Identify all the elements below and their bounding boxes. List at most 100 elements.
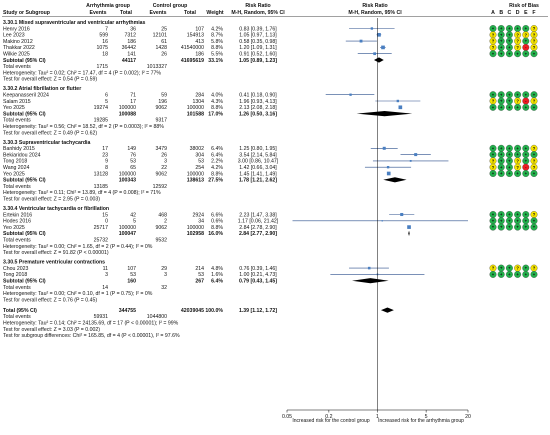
bias-symbol: ? (516, 32, 519, 37)
total-events-arrhythmia: 14 (102, 285, 108, 291)
bias-dot (497, 223, 505, 231)
events-control: 26 (161, 152, 167, 158)
events-arrhythmia: 0 (105, 219, 108, 225)
total-events-label: Total events (3, 118, 31, 124)
bias-dot (489, 170, 497, 177)
events-control: 1428 (155, 45, 167, 51)
ci-text: 1.20 [1.09, 1.31] (239, 45, 277, 51)
bias-symbol: + (508, 45, 511, 50)
total-arrhythmia: 100000 (119, 225, 136, 231)
bias-symbol: + (516, 105, 519, 110)
total-arrhythmia: 7312 (124, 33, 136, 39)
bias-symbol: ? (492, 159, 495, 164)
events-control: 3479 (155, 146, 167, 152)
weight: 8.8% (211, 105, 223, 111)
total-control: 2924 (192, 212, 204, 218)
bias-symbol: + (500, 146, 503, 151)
bias-dot (514, 50, 522, 58)
bias-symbol: ? (492, 99, 495, 104)
bias-symbol: + (500, 272, 503, 277)
heterogeneity-text: Heterogeneity: Tau² = 0.00; Chi² = 0.10,… (3, 291, 153, 297)
events-arrhythmia: 3 (105, 272, 108, 278)
header-ci-table: M-H, Random, 95% CI (231, 10, 285, 16)
study-name: Yeo 2025 (3, 225, 25, 231)
bias-symbol: + (516, 146, 519, 151)
header-events2: Events (149, 10, 166, 16)
header-study: Study or Subgroup (3, 10, 50, 16)
bias-dot (522, 223, 530, 231)
bias-symbol: + (508, 26, 511, 31)
total-arrhythmia: 100000 (119, 171, 136, 177)
events-control: 25 (161, 26, 167, 32)
bias-symbol: + (508, 152, 511, 157)
table-rows: 3.30.1 Mixed supraventricular and ventri… (3, 20, 279, 339)
total-events-label: Total events (3, 64, 31, 70)
events-control: 26 (161, 52, 167, 58)
events-control: 59 (161, 93, 167, 99)
bias-symbol: + (492, 212, 495, 217)
events-arrhythmia: 5 (105, 99, 108, 105)
bias-symbol: + (525, 218, 528, 223)
events-arrhythmia: 17 (102, 146, 108, 152)
bias-letter-e: E (524, 10, 528, 16)
bias-symbol: + (516, 225, 519, 230)
effect-square (373, 52, 377, 56)
bias-symbol: + (525, 266, 528, 271)
total-arrhythmia: 36 (130, 26, 136, 32)
effect-square (400, 212, 404, 217)
subtotal-diamond (373, 57, 384, 63)
bias-symbol: + (508, 39, 511, 44)
effect-square (367, 266, 371, 270)
events-arrhythmia: 599 (99, 33, 108, 39)
study-name: Chou 2023 (3, 266, 28, 272)
subtotal-total-control: 41695619 (181, 58, 204, 64)
total-label: Total (95% CI) (3, 308, 37, 314)
events-arrhythmia: 16 (102, 39, 108, 45)
bias-symbol: ? (525, 32, 528, 37)
effect-square (386, 166, 390, 169)
bias-symbol: + (516, 272, 519, 277)
subtotal-total-control: 138613 (187, 178, 204, 184)
events-arrhythmia: 13128 (94, 171, 109, 177)
total-control: 41540000 (181, 45, 204, 51)
total-events-arrhythmia: 13185 (94, 184, 109, 190)
weight: 5.8% (211, 39, 223, 45)
header-total1: Total (120, 10, 133, 16)
events-control: 2 (164, 219, 167, 225)
weight: 5.5% (211, 52, 223, 58)
bias-dot (522, 103, 530, 111)
bias-symbol: + (516, 171, 519, 176)
bias-symbol: ? (516, 99, 519, 104)
total-control: 214 (195, 266, 204, 272)
bias-symbol: + (500, 39, 503, 44)
events-arrhythmia: 18 (102, 52, 108, 58)
bias-symbol: + (492, 171, 495, 176)
bias-symbol: + (525, 92, 528, 97)
events-arrhythmia: 9 (105, 159, 108, 165)
effect-square (359, 39, 363, 43)
total-arrhythmia: 71 (130, 93, 136, 99)
heterogeneity-text: Heterogeneity: Tau² = 0.56; Chi² = 18.52… (3, 124, 164, 130)
events-control: 9062 (155, 171, 167, 177)
total-ci-text: 1.39 [1.12, 1.72] (239, 308, 277, 314)
bias-symbol: + (525, 225, 528, 230)
bias-symbol: + (492, 26, 495, 31)
events-arrhythmia: 23 (102, 152, 108, 158)
events-arrhythmia: 19274 (94, 105, 109, 111)
ci-text: 0.58 [0.35, 0.98] (239, 39, 277, 45)
bias-symbol: + (525, 159, 528, 164)
footer-heterogeneity: Heterogeneity: Tau² = 0.14; Chi² = 24135… (3, 321, 179, 327)
effect-square (382, 146, 386, 150)
study-name: Yeo 2025 (3, 105, 25, 111)
bias-symbol: + (516, 218, 519, 223)
bias-symbol: + (500, 105, 503, 110)
ci-text: 1.00 [0.21, 4.73] (239, 272, 277, 278)
ci-text: 3.54 [2.14, 5.84] (239, 152, 277, 158)
total-arrhythmia: 42 (130, 212, 136, 218)
subtotal-total-control: 267 (195, 279, 204, 285)
events-control: 3 (164, 159, 167, 165)
weight: 4.0% (211, 93, 223, 99)
weight: 4.8% (211, 266, 223, 272)
footer-overall-effect: Test for overall effect: Z = 3.03 (P = 0… (3, 327, 100, 333)
weight: 0.6% (211, 219, 223, 225)
